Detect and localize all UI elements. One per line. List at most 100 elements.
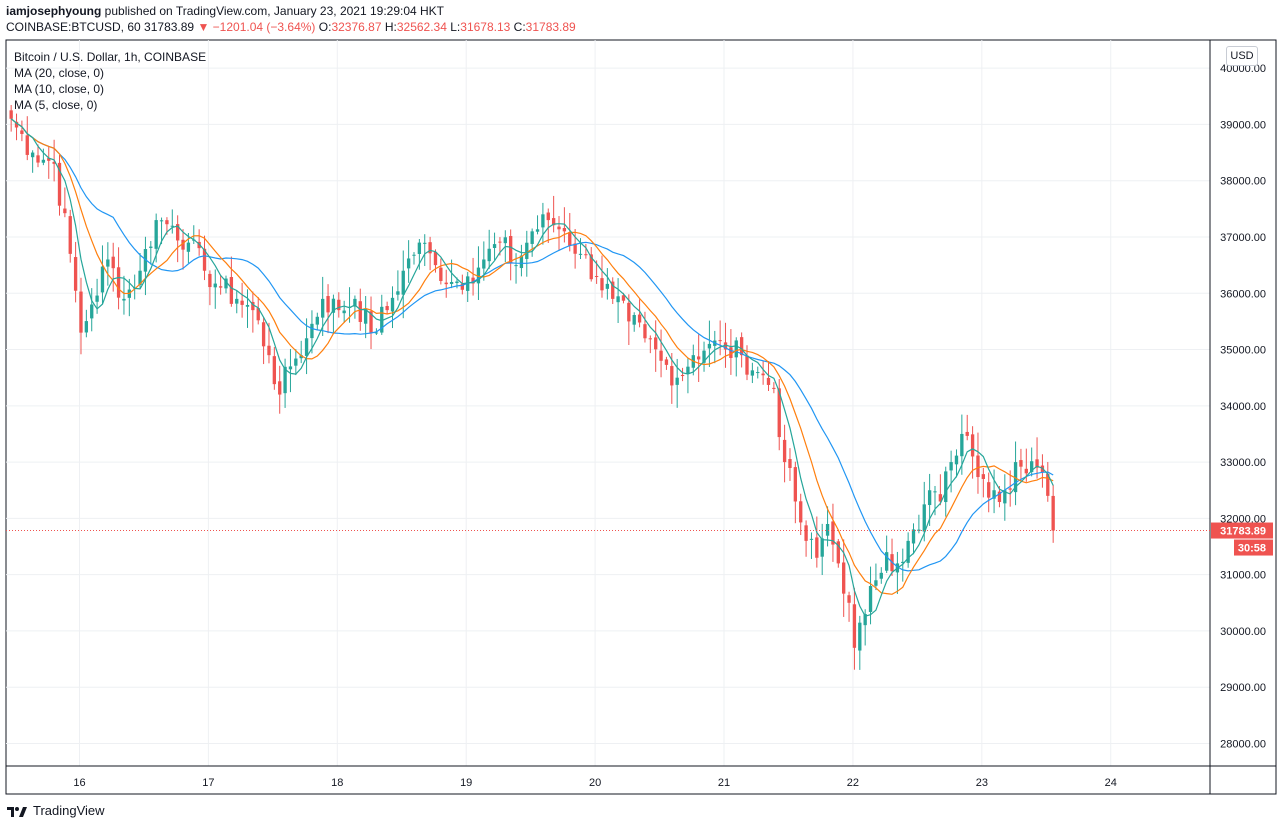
candle-body [820,538,824,557]
low-value: 31678.13 [460,20,511,34]
candle-body [911,529,916,544]
candle-body [960,433,964,457]
candle-body [551,218,556,226]
x-tick-label: 23 [976,777,988,789]
legend-ma10[interactable]: MA (10, close, 0) [14,82,105,96]
candle-body [847,595,851,603]
candle-body [487,248,491,262]
candle-body [288,366,293,370]
candle-body [927,490,932,506]
x-tick-label: 18 [331,777,343,789]
candle-body [654,337,658,350]
x-tick-label: 19 [460,777,472,789]
candle-body [374,332,379,334]
candle-body [449,282,454,284]
x-tick-label: 16 [73,777,85,789]
candle-body [825,524,830,536]
legend-ma5[interactable]: MA (5, close, 0) [14,98,98,112]
candle-body [616,296,620,303]
footer-brand-text: TradingView [33,803,105,818]
candle-body [906,540,910,563]
candle-body [363,309,368,324]
candle-body [353,298,357,307]
candle-body [831,521,835,545]
candle-body [498,241,502,243]
candle-body [514,265,518,267]
candle-body [734,340,738,358]
candle-body [36,155,40,163]
candle-body [541,214,545,228]
candle-body [337,299,341,311]
chart-frame [5,39,1277,795]
x-tick-label: 24 [1105,777,1117,789]
candle-body [546,212,550,221]
candle-body [315,316,319,325]
candle-body [224,278,228,289]
candle-body [799,501,803,523]
candle-body [369,311,373,333]
candle-body [788,459,792,468]
candle-body [756,372,760,374]
candle-body [218,286,223,288]
candle-body [267,345,271,356]
candle-body [750,370,755,376]
candle-body [245,304,250,307]
footer-brand[interactable]: TradingView [6,803,105,818]
candle-body [530,231,534,244]
candle-body [122,298,126,301]
candle-body [938,494,943,502]
candle-body [41,159,46,163]
candle-body [111,256,115,269]
publish-info: iamjosephyoung published on TradingView.… [6,4,444,18]
chart-legend: Bitcoin / U.S. Dollar, 1h, COINBASE MA (… [14,49,206,113]
candle-body [987,482,991,498]
symbol-ohlc-line: COINBASE:BTCUSD, 60 31783.89 ▼ −1201.04 … [6,20,576,34]
candle-body [116,267,121,298]
candle-body [165,220,169,225]
x-tick-label: 20 [589,777,601,789]
candle-body [922,504,926,532]
candle-body [637,314,642,323]
currency-button[interactable]: USD [1226,46,1258,66]
high-label: H: [384,20,397,34]
candle-body [729,347,733,358]
candle-body [868,586,873,612]
candle-body [594,275,599,277]
candle-body [406,258,411,269]
candle-body [621,295,626,301]
candle-body [175,224,180,241]
y-tick-label: 39000.00 [1220,119,1266,131]
candle-body [9,110,13,119]
author-name[interactable]: iamjosephyoung [6,4,102,18]
candle-body [562,228,567,232]
price-change: ▼ −1201.04 (−3.64%) [197,20,316,34]
legend-ma20[interactable]: MA (20, close, 0) [14,66,105,80]
candle-body [68,216,72,254]
candle-body [836,541,840,564]
candle-body [535,229,540,232]
y-tick-label: 40000.00 [1220,63,1266,75]
candle-body [417,242,422,254]
y-tick-label: 31000.00 [1220,570,1266,582]
open-value: 32376.87 [331,20,382,34]
candle-body [1008,488,1012,490]
candle-body [342,310,346,314]
candle-body [584,254,588,256]
candle-body [25,135,29,155]
last-price: 31783.89 [144,20,195,34]
ma20-line [10,118,1054,572]
candle-body [809,538,814,540]
candle-body [181,239,185,250]
candle-body [84,321,89,333]
candle-body [611,281,615,299]
candle-body [675,377,679,385]
ma10-line [10,118,1054,595]
candle-body [874,580,878,586]
candle-body [772,387,776,389]
candle-body [283,366,287,394]
candle-body [557,226,561,230]
candle-body [525,242,529,259]
candle-body [648,338,652,340]
y-tick-label: 38000.00 [1220,176,1266,188]
